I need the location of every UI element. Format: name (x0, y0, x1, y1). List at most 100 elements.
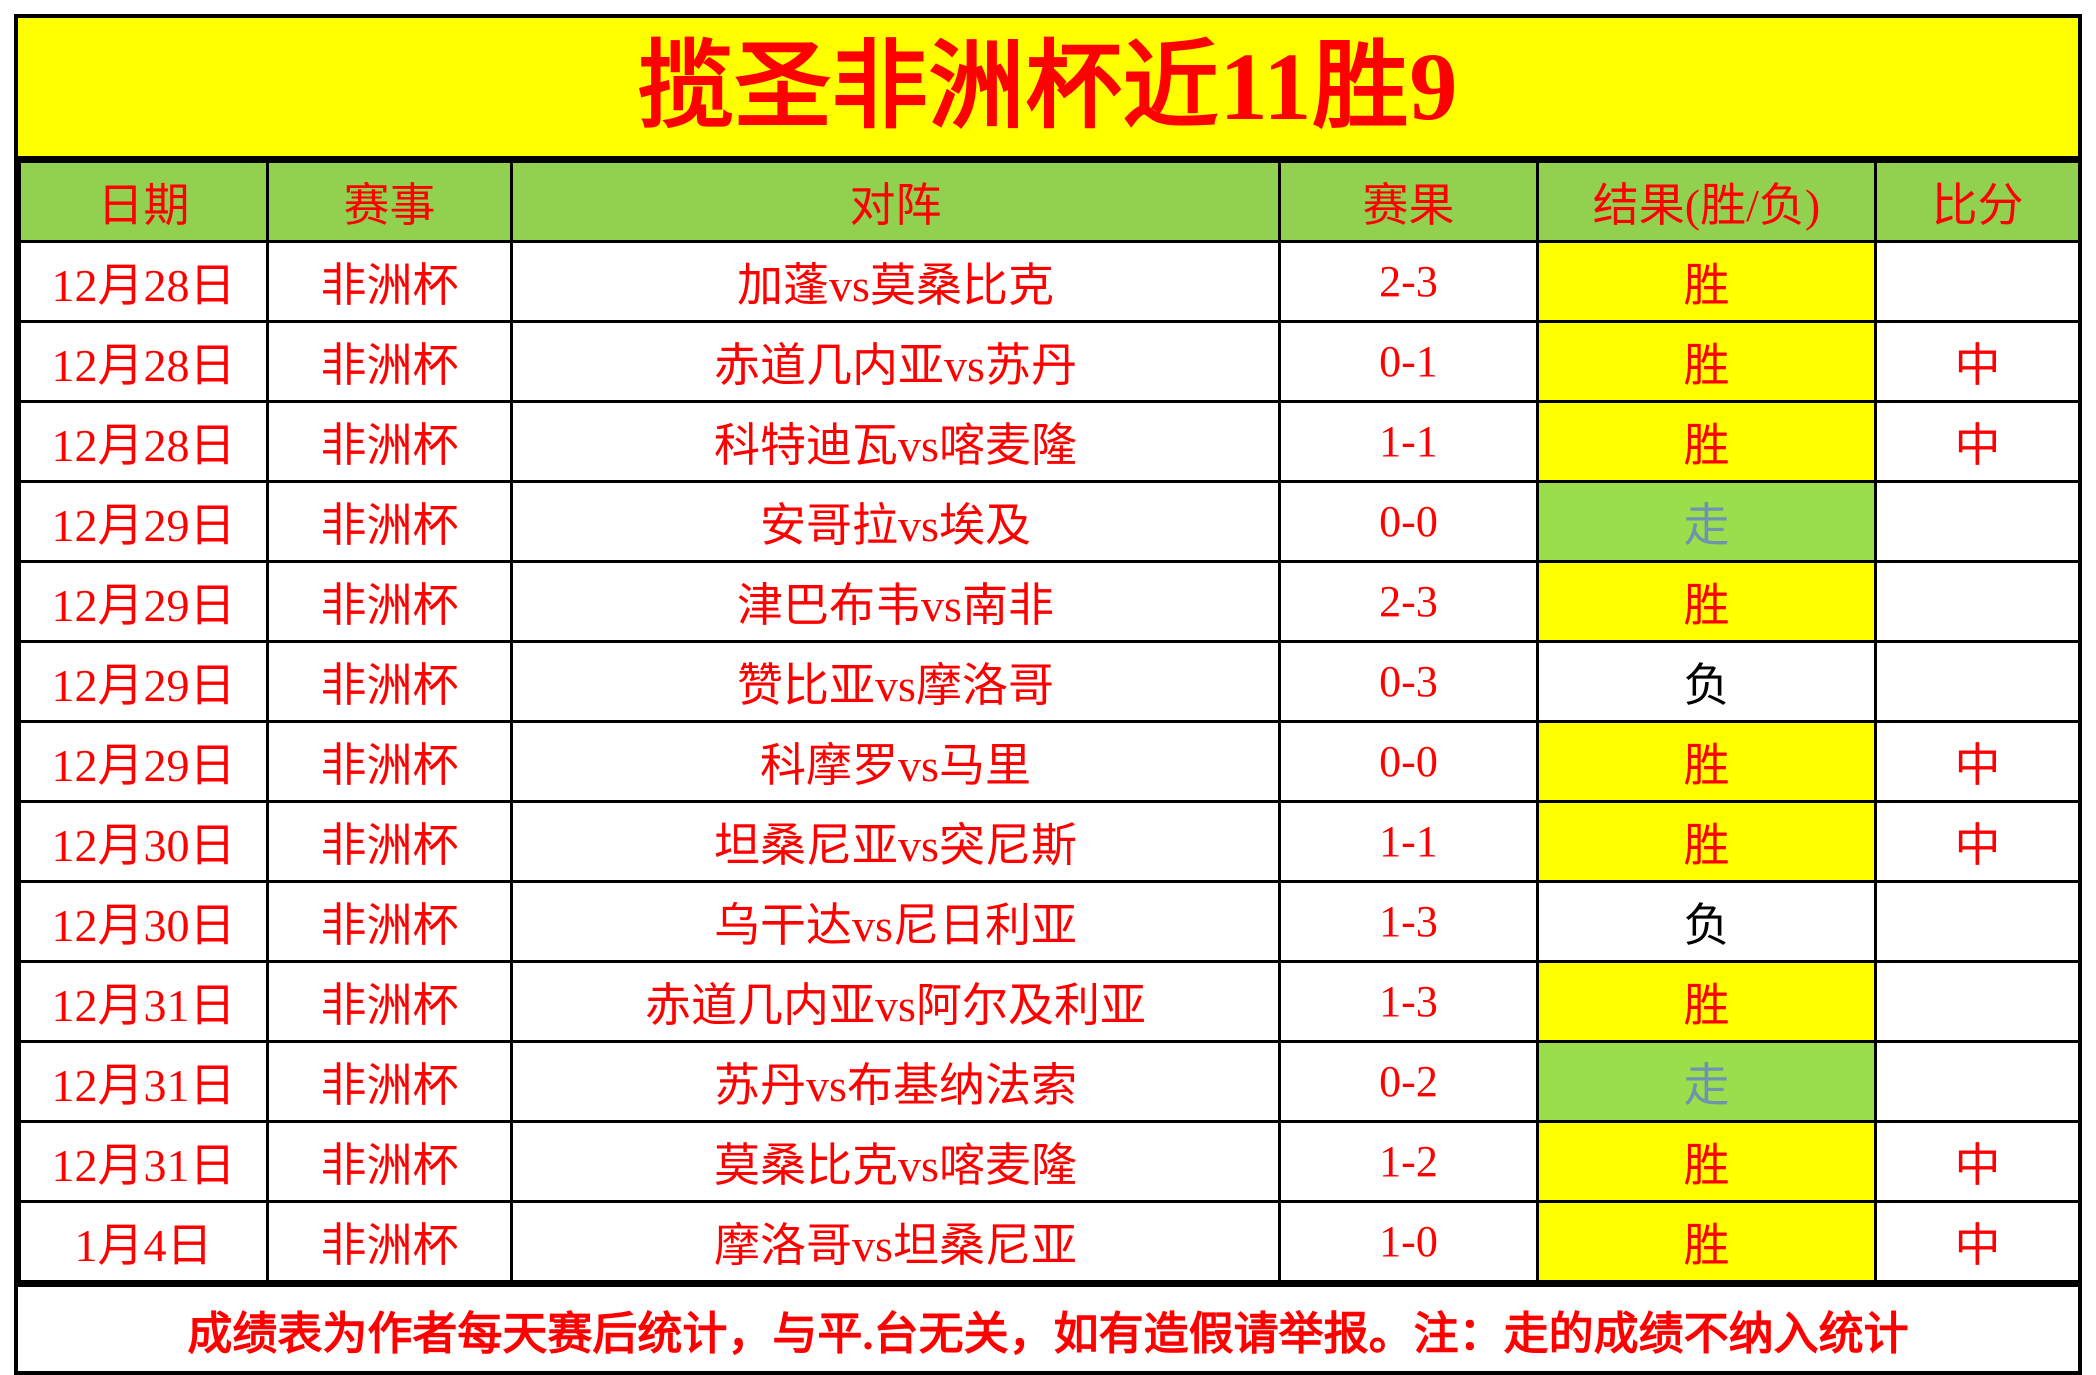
column-header-date: 日期 (18, 160, 269, 243)
cell-date: 12月31日 (18, 960, 269, 1043)
cell-note: 中 (1874, 720, 2081, 803)
table-row: 12月29日 非洲杯 津巴布韦vs南非 2-3 胜 (18, 560, 2081, 643)
cell-result: 胜 (1536, 800, 1877, 883)
cell-match: 科特迪瓦vs喀麦隆 (510, 400, 1281, 483)
cell-competition: 非洲杯 (266, 640, 513, 723)
table-row: 12月30日 非洲杯 坦桑尼亚vs突尼斯 1-1 胜中 (18, 800, 2081, 883)
cell-score: 1-1 (1278, 800, 1539, 883)
cell-note: 中 (1874, 800, 2081, 883)
cell-match: 乌干达vs尼日利亚 (510, 880, 1281, 963)
cell-note (1874, 640, 2081, 723)
cell-score: 1-0 (1278, 1200, 1539, 1283)
cell-score: 2-3 (1278, 240, 1539, 323)
cell-note (1874, 880, 2081, 963)
cell-note (1874, 560, 2081, 643)
cell-result: 胜 (1536, 560, 1877, 643)
cell-match: 赞比亚vs摩洛哥 (510, 640, 1281, 723)
cell-note: 中 (1874, 1200, 2081, 1283)
cell-date: 12月28日 (18, 400, 269, 483)
cell-competition: 非洲杯 (266, 1120, 513, 1203)
footer-note: 成绩表为作者每天赛后统计，与平.台无关，如有造假请举报。注：走的成绩不纳入统计 (187, 1308, 1909, 1359)
cell-competition: 非洲杯 (266, 480, 513, 563)
cell-result: 胜 (1536, 1120, 1877, 1203)
cell-note (1874, 1040, 2081, 1123)
column-header-match: 对阵 (510, 160, 1281, 243)
table-row: 1月4日 非洲杯 摩洛哥vs坦桑尼亚 1-0 胜中 (18, 1200, 2081, 1283)
table-row: 12月31日 非洲杯 赤道几内亚vs阿尔及利亚 1-3 胜 (18, 960, 2081, 1043)
cell-result: 胜 (1536, 400, 1877, 483)
column-header-note: 比分 (1874, 160, 2081, 243)
cell-date: 12月31日 (18, 1040, 269, 1123)
cell-match: 莫桑比克vs喀麦隆 (510, 1120, 1281, 1203)
cell-result: 走 (1536, 480, 1877, 563)
page-title: 揽圣非洲杯近11胜9 (637, 33, 1459, 140)
table-row: 12月31日 非洲杯 苏丹vs布基纳法索 0-2 走 (18, 1040, 2081, 1123)
cell-competition: 非洲杯 (266, 1200, 513, 1283)
cell-competition: 非洲杯 (266, 960, 513, 1043)
cell-competition: 非洲杯 (266, 880, 513, 963)
table-row: 12月28日 非洲杯 加蓬vs莫桑比克 2-3 胜 (18, 240, 2081, 323)
cell-result: 走 (1536, 1040, 1877, 1123)
cell-result: 胜 (1536, 960, 1877, 1043)
table-body: 12月28日 非洲杯 加蓬vs莫桑比克 2-3 胜 12月28日 非洲杯 赤道几内亚vs苏丹 0… (18, 240, 2081, 1283)
table-header: 日期 赛事 对阵 赛果 结果(胜/负) 比分 (18, 160, 2081, 243)
table-row: 12月28日 非洲杯 科特迪瓦vs喀麦隆 1-1 胜中 (18, 400, 2081, 483)
cell-match: 摩洛哥vs坦桑尼亚 (510, 1200, 1281, 1283)
cell-score: 0-0 (1278, 720, 1539, 803)
table-row: 12月31日 非洲杯 莫桑比克vs喀麦隆 1-2 胜中 (18, 1120, 2081, 1203)
cell-result: 胜 (1536, 1200, 1877, 1283)
cell-result: 负 (1536, 880, 1877, 963)
cell-note (1874, 480, 2081, 563)
cell-score: 0-0 (1278, 480, 1539, 563)
table-header-row: 日期 赛事 对阵 赛果 结果(胜/负) 比分 (18, 160, 2081, 243)
cell-note (1874, 240, 2081, 323)
cell-date: 12月29日 (18, 720, 269, 803)
cell-competition: 非洲杯 (266, 720, 513, 803)
footer-note-row: 成绩表为作者每天赛后统计，与平.台无关，如有造假请举报。注：走的成绩不纳入统计 (18, 1283, 2078, 1371)
table-row: 12月28日 非洲杯 赤道几内亚vs苏丹 0-1 胜中 (18, 320, 2081, 403)
title-banner: 揽圣非洲杯近11胜9 (18, 18, 2078, 160)
cell-match: 坦桑尼亚vs突尼斯 (510, 800, 1281, 883)
cell-score: 1-2 (1278, 1120, 1539, 1203)
cell-note: 中 (1874, 400, 2081, 483)
cell-match: 加蓬vs莫桑比克 (510, 240, 1281, 323)
column-header-competition: 赛事 (266, 160, 513, 243)
table-row: 12月29日 非洲杯 安哥拉vs埃及 0-0 走 (18, 480, 2081, 563)
table-row: 12月30日 非洲杯 乌干达vs尼日利亚 1-3 负 (18, 880, 2081, 963)
column-header-result: 结果(胜/负) (1536, 160, 1877, 243)
cell-match: 安哥拉vs埃及 (510, 480, 1281, 563)
cell-date: 12月30日 (18, 880, 269, 963)
cell-score: 0-2 (1278, 1040, 1539, 1123)
table-row: 12月29日 非洲杯 赞比亚vs摩洛哥 0-3 负 (18, 640, 2081, 723)
cell-date: 12月31日 (18, 1120, 269, 1203)
cell-note (1874, 960, 2081, 1043)
cell-date: 12月29日 (18, 560, 269, 643)
cell-score: 1-3 (1278, 880, 1539, 963)
cell-competition: 非洲杯 (266, 1040, 513, 1123)
results-table: 日期 赛事 对阵 赛果 结果(胜/负) 比分 12月28日 非洲杯 加蓬vs莫桑比克… (18, 160, 2081, 1283)
cell-score: 0-1 (1278, 320, 1539, 403)
cell-match: 津巴布韦vs南非 (510, 560, 1281, 643)
cell-score: 0-3 (1278, 640, 1539, 723)
cell-result: 胜 (1536, 240, 1877, 323)
cell-date: 12月29日 (18, 640, 269, 723)
cell-date: 12月28日 (18, 240, 269, 323)
cell-result: 负 (1536, 640, 1877, 723)
cell-competition: 非洲杯 (266, 400, 513, 483)
cell-note: 中 (1874, 1120, 2081, 1203)
cell-result: 胜 (1536, 320, 1877, 403)
cell-score: 2-3 (1278, 560, 1539, 643)
cell-match: 赤道几内亚vs阿尔及利亚 (510, 960, 1281, 1043)
cell-competition: 非洲杯 (266, 800, 513, 883)
cell-competition: 非洲杯 (266, 320, 513, 403)
cell-score: 1-1 (1278, 400, 1539, 483)
results-sheet: 揽圣非洲杯近11胜9 日期 赛事 对阵 赛果 结果(胜/负) 比分 12月28日… (14, 14, 2082, 1375)
cell-date: 12月28日 (18, 320, 269, 403)
cell-date: 12月30日 (18, 800, 269, 883)
cell-date: 1月4日 (18, 1200, 269, 1283)
cell-score: 1-3 (1278, 960, 1539, 1043)
cell-match: 苏丹vs布基纳法索 (510, 1040, 1281, 1123)
cell-result: 胜 (1536, 720, 1877, 803)
table-row: 12月29日 非洲杯 科摩罗vs马里 0-0 胜中 (18, 720, 2081, 803)
cell-match: 科摩罗vs马里 (510, 720, 1281, 803)
